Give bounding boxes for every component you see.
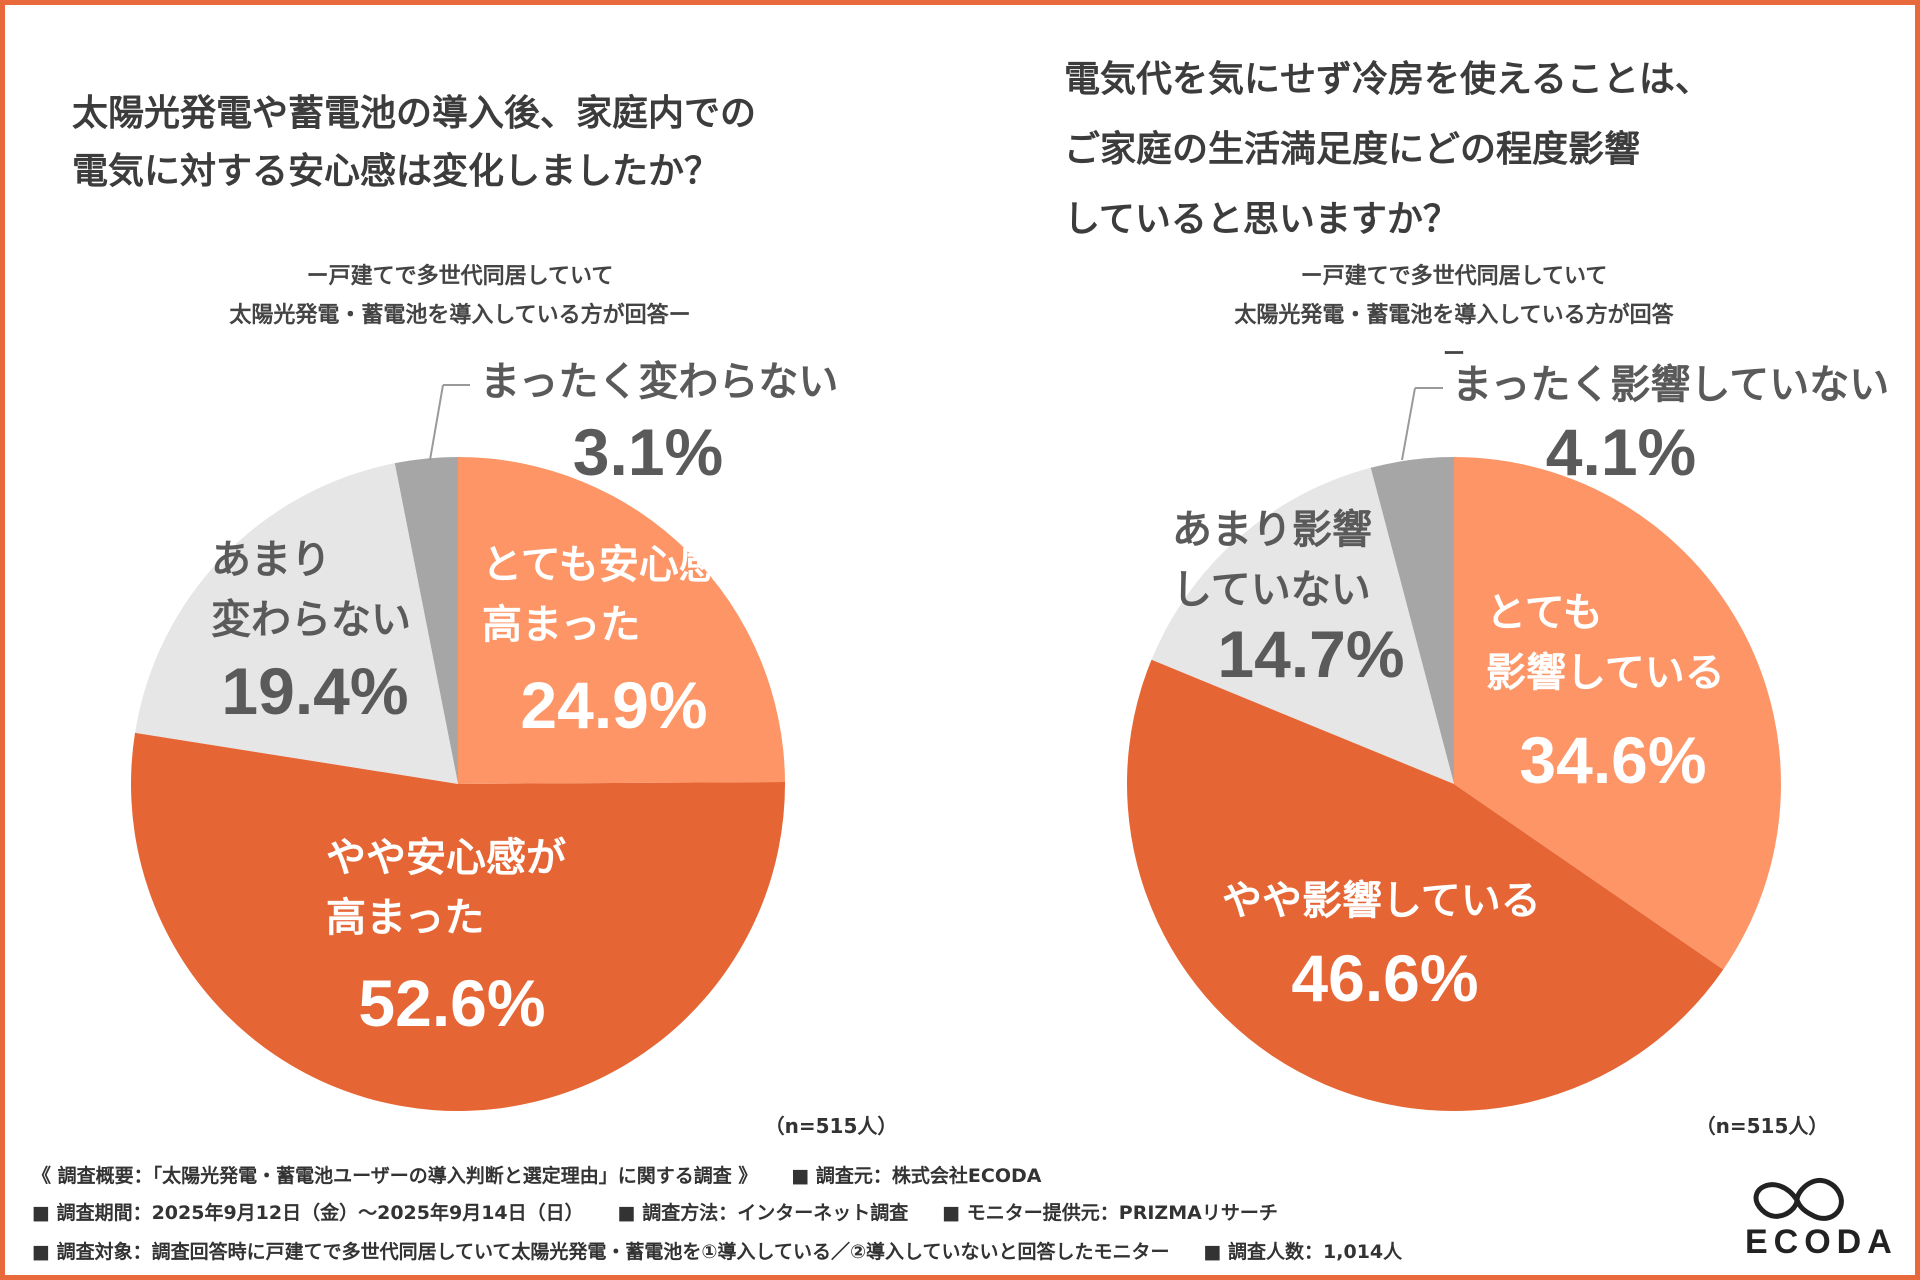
slice-label: まったく影響していない (1452, 362, 1890, 408)
footer-item: ■ モニター提供元：PRIZMAリサーチ (942, 1202, 1278, 1224)
logo-icon (1753, 1177, 1844, 1221)
slice-label: あまり影響 していない (1172, 507, 1372, 613)
slice-label: やや安心感が 高まった (326, 835, 566, 941)
slice-label: まったく変わらない (480, 359, 839, 405)
pie-slice (394, 457, 458, 784)
slice-label: とても 影響している (1486, 590, 1725, 696)
footer-item: ■ 調査方法：インターネット調査 (617, 1202, 909, 1224)
footer-item: ■ 調査元：株式会社ECODA (791, 1165, 1042, 1187)
pie-area (130, 384, 1844, 1221)
slice-value: 3.1% (572, 415, 724, 489)
footer-item: ■ 調査人数：1,014人 (1203, 1241, 1403, 1263)
footer-item: 《 調査概要：「太陽光発電・蓄電池ユーザーの導入判断と選定理由」に関する調査 》 (32, 1165, 758, 1187)
slice-value: 4.1% (1545, 415, 1697, 489)
slice-value: 34.6% (1519, 723, 1707, 797)
slice-value: 46.6% (1291, 941, 1479, 1015)
footer-row: ■ 調査期間：2025年9月12日（金）〜2025年9月14日（日） ■ 調査方法… (32, 1198, 1278, 1225)
logo-text: ECODA (1745, 1223, 1898, 1261)
pie-slice (1370, 457, 1454, 784)
sample-note: （n=515人） (1695, 1114, 1829, 1138)
slice-value: 52.6% (358, 966, 546, 1040)
chart-title: 電気代を気にせず冷房を使えることは、 ご家庭の生活満足度にどの程度影響 している… (1064, 59, 1711, 240)
slice-value: 24.9% (520, 668, 708, 742)
footer-item: ■ 調査期間：2025年9月12日（金）〜2025年9月14日（日） (32, 1202, 584, 1224)
footer-item: ■ 調査対象：調査回答時に戸建てで多世代同居していて太陽光発電・蓄電池を①導入し… (32, 1241, 1170, 1263)
slice-label: やや影響している (1222, 878, 1541, 924)
chart-subtitle: ー戸建てで多世代同居していて 太陽光発電・蓄電池を導入している方が回答ー (229, 264, 691, 328)
pie-slice (1127, 659, 1724, 1111)
leader (1401, 387, 1416, 461)
slice-value: 14.7% (1217, 617, 1405, 691)
footer-row: 《 調査概要：「太陽光発電・蓄電池ユーザーの導入判断と選定理由」に関する調査 》… (32, 1161, 1041, 1188)
pie-slice (458, 457, 785, 784)
sample-note: （n=515人） (764, 1114, 898, 1138)
pie-slice (1454, 457, 1782, 970)
leader (429, 384, 444, 461)
chart-subtitle: ー戸建てで多世代同居していて 太陽光発電・蓄電池を導入している方が回答ー (1234, 264, 1674, 367)
chart-title: 太陽光発電や蓄電池の導入後、家庭内での 電気に対する安心感は変化しましたか？ (72, 93, 757, 192)
pie-slice (130, 732, 785, 1111)
footer-row: ■ 調査対象：調査回答時に戸建てで多世代同居していて太陽光発電・蓄電池を①導入し… (32, 1237, 1402, 1264)
slice-label: とても安心感が 高まった (482, 542, 759, 648)
pie-slice (1151, 467, 1454, 784)
slice-label: あまり 変わらない (211, 537, 411, 643)
slice-value: 19.4% (221, 654, 409, 728)
pie-slice (135, 463, 458, 784)
